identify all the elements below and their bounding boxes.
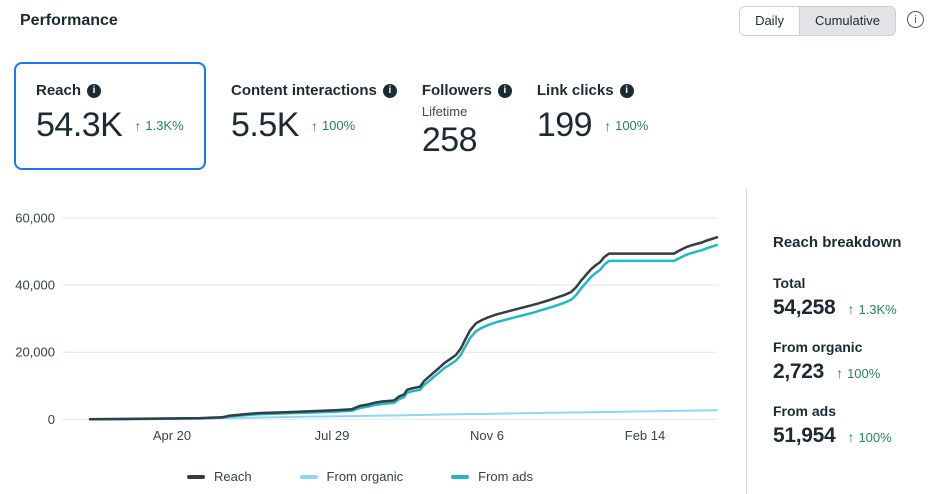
breakdown-row-from-ads: From ads 51,954 ↑ 100% [773, 403, 940, 448]
breakdown-value: 51,954 [773, 424, 836, 447]
up-arrow-icon: ↑ [134, 117, 142, 134]
content-interactions-label: Content interactions i [231, 82, 397, 99]
legend-label-from-organic: From organic [326, 469, 404, 484]
followers-metric[interactable]: Followers i Lifetime 258 [422, 62, 512, 160]
followers-value: 258 [421, 121, 478, 159]
breakdown-label: From organic [773, 339, 863, 355]
daily-toggle-button[interactable]: Daily [740, 7, 799, 35]
breakdown-row-from-organic: From organic 2,723 ↑ 100% [773, 339, 940, 384]
breakdown-value: 2,723 [773, 360, 825, 383]
reach-label-text: Reach [36, 82, 82, 99]
legend-item-from-organic[interactable]: From organic [299, 469, 404, 484]
breakdown-change: ↑ 100% [847, 429, 891, 445]
reach-label: Reach i [36, 82, 184, 99]
content-interactions-value-row: 5.5K ↑ 100% [231, 106, 397, 145]
info-icon[interactable]: i [907, 11, 924, 28]
x-axis-tick-label: Apr 20 [153, 428, 191, 443]
reach-line-swatch [186, 474, 205, 479]
up-arrow-icon: ↑ [847, 301, 855, 317]
reach-line [88, 236, 719, 421]
followers-sublabel: Lifetime [421, 104, 468, 119]
info-icon[interactable]: i [619, 83, 634, 98]
y-axis-tick-label: 60,000 [15, 211, 55, 226]
breakdown-label: From ads [773, 403, 837, 419]
page-title: Performance [20, 12, 118, 29]
breakdown-value-row: 54,258 ↑ 1.3K% [773, 296, 940, 320]
link-clicks-value-row: 199 ↑ 100% [537, 106, 648, 145]
followers-label-text: Followers [421, 82, 492, 99]
content-interactions-metric[interactable]: Content interactions i 5.5K ↑ 100% [231, 62, 397, 145]
content-interactions-label-text: Content interactions [231, 82, 377, 99]
y-axis-tick-label: 20,000 [15, 345, 55, 360]
y-axis-tick-label: 40,000 [15, 278, 55, 293]
legend-item-from-ads[interactable]: From ads [451, 469, 533, 484]
breakdown-value: 54,258 [773, 296, 836, 319]
link-clicks-label: Link clicks i [537, 82, 648, 99]
y-axis-tick-label: 0 [48, 412, 55, 427]
link-clicks-change: ↑ 100% [604, 118, 648, 134]
reach-chart: 0 20,000 40,000 60,000 Apr 20 Jul 29 Nov 6 Feb … [15, 211, 719, 443]
breakdown-row-total: Total 54,258 ↑ 1.3K% [773, 275, 940, 320]
breakdown-change: ↑ 100% [836, 365, 880, 381]
info-icon[interactable]: i [87, 83, 102, 98]
content-interactions-value: 5.5K [231, 106, 299, 144]
x-axis-tick-label: Feb 14 [625, 428, 665, 443]
content-interactions-change-text: 100% [321, 118, 356, 133]
up-arrow-icon: ↑ [310, 117, 318, 134]
followers-value-row: 258 [422, 121, 512, 160]
legend-item-reach[interactable]: Reach [186, 469, 252, 484]
info-icon[interactable]: i [497, 83, 512, 98]
metric-cards-row: Reach i 54.3K ↑ 1.3K% Content interactio… [14, 62, 940, 170]
reach-change-text: 1.3K% [145, 118, 184, 133]
chart-legend: Reach From organic From ads [0, 469, 720, 484]
chart-column: 0 20,000 40,000 60,000 Apr 20 Jul 29 Nov 6 Feb … [0, 188, 746, 494]
link-clicks-metric[interactable]: Link clicks i 199 ↑ 100% [537, 62, 648, 145]
breakdown-label: Total [773, 275, 806, 291]
breakdown-change-text: 1.3K% [858, 301, 897, 317]
x-axis-tick-label: Jul 29 [315, 428, 350, 443]
reach-value: 54.3K [36, 106, 123, 144]
from-ads-line [88, 243, 719, 421]
legend-label-reach: Reach [213, 469, 252, 484]
breakdown-change-text: 100% [858, 429, 892, 445]
reach-change: ↑ 1.3K% [134, 118, 183, 134]
reach-value-row: 54.3K ↑ 1.3K% [36, 106, 184, 145]
breakdown-value-row: 51,954 ↑ 100% [773, 424, 940, 448]
header: Performance Daily Cumulative i [0, 0, 940, 48]
followers-label: Followers i [422, 82, 512, 99]
x-axis-tick-label: Nov 6 [470, 428, 504, 443]
up-arrow-icon: ↑ [847, 429, 855, 445]
content-interactions-change: ↑ 100% [311, 118, 355, 134]
info-icon[interactable]: i [382, 83, 397, 98]
link-clicks-label-text: Link clicks [536, 82, 614, 99]
up-arrow-icon: ↑ [836, 365, 844, 381]
breakdown-value-row: 2,723 ↑ 100% [773, 360, 940, 384]
organic-line-swatch [299, 474, 318, 479]
legend-label-from-ads: From ads [478, 469, 534, 484]
cumulative-toggle-button[interactable]: Cumulative [798, 7, 895, 35]
link-clicks-change-text: 100% [615, 118, 649, 133]
breakdown-change-text: 100% [847, 365, 881, 381]
reach-metric-card[interactable]: Reach i 54.3K ↑ 1.3K% [14, 62, 206, 170]
link-clicks-value: 199 [536, 106, 593, 144]
ads-line-swatch [451, 474, 470, 479]
up-arrow-icon: ↑ [604, 117, 612, 134]
breakdown-title: Reach breakdown [773, 234, 902, 251]
breakdown-change: ↑ 1.3K% [847, 301, 896, 317]
reach-breakdown-panel: Reach breakdown Total 54,258 ↑ 1.3K% Fro… [746, 188, 940, 494]
daily-cumulative-toggle: Daily Cumulative [739, 6, 896, 36]
main-area: 0 20,000 40,000 60,000 Apr 20 Jul 29 Nov 6 Feb … [0, 188, 940, 494]
